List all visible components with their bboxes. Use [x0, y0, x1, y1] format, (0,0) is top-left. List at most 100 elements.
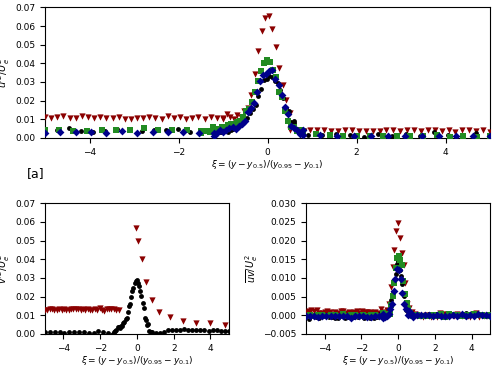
Point: [461, 313, 469, 319]
Point: [360, 134, 368, 139]
Point: [60, 113, 68, 119]
Point: [226, 126, 234, 131]
Point: [287, 123, 295, 129]
Point: [402, 280, 409, 286]
Point: [415, 312, 423, 318]
Point: [213, 115, 221, 121]
Point: [254, 48, 262, 54]
Point: [450, 313, 458, 319]
Point: [462, 310, 470, 316]
Point: [454, 312, 462, 318]
Point: [284, 111, 292, 117]
Point: [416, 313, 424, 319]
Point: [343, 313, 351, 319]
Point: [381, 315, 389, 320]
Point: [136, 288, 144, 294]
Point: [216, 129, 224, 135]
Point: [133, 277, 141, 283]
Point: [437, 311, 445, 317]
Point: [466, 312, 474, 318]
Point: [253, 89, 261, 95]
Point: [380, 313, 388, 319]
Point: [479, 128, 487, 134]
Point: [334, 313, 342, 319]
Point: [388, 133, 396, 139]
Point: [351, 313, 359, 319]
Point: [376, 128, 384, 134]
Point: [72, 115, 80, 121]
Point: [472, 310, 480, 316]
Point: [402, 306, 410, 312]
Point: [287, 124, 295, 130]
Point: [382, 313, 390, 319]
Point: [381, 310, 389, 316]
Point: [93, 308, 101, 313]
Point: [376, 313, 384, 319]
Point: [404, 306, 412, 312]
Point: [466, 313, 473, 319]
Point: [186, 128, 194, 134]
Point: [458, 132, 466, 138]
Point: [114, 126, 122, 132]
Point: [469, 133, 477, 139]
Point: [418, 313, 426, 319]
Point: [355, 313, 363, 319]
Point: [348, 310, 356, 316]
Point: [108, 306, 116, 312]
Point: [244, 110, 252, 116]
Point: [164, 327, 172, 333]
Point: [58, 307, 66, 313]
Point: [402, 131, 410, 137]
Point: [102, 306, 110, 312]
Point: [70, 329, 78, 335]
Point: [367, 134, 375, 139]
Point: [272, 76, 280, 82]
Point: [64, 307, 72, 313]
Point: [404, 309, 411, 315]
Point: [478, 312, 486, 318]
Point: [236, 118, 244, 124]
Point: [373, 314, 381, 320]
Point: [257, 68, 265, 73]
Point: [388, 264, 396, 270]
Point: [416, 133, 424, 139]
Point: [139, 116, 147, 121]
Point: [387, 302, 395, 308]
Point: [336, 308, 344, 314]
Point: [53, 307, 61, 313]
Point: [299, 129, 307, 135]
Point: [302, 313, 310, 319]
Point: [179, 318, 187, 324]
Point: [314, 127, 322, 133]
Point: [264, 13, 272, 19]
Point: [126, 127, 134, 133]
Point: [405, 311, 413, 317]
Point: [247, 92, 255, 98]
Point: [394, 255, 402, 261]
Point: [442, 314, 450, 320]
Point: [180, 327, 188, 333]
Point: [102, 130, 110, 136]
Point: [428, 314, 436, 320]
Point: [110, 329, 118, 335]
Point: [128, 288, 136, 294]
Point: [344, 309, 352, 315]
Point: [425, 313, 433, 319]
Point: [260, 60, 268, 66]
Point: [371, 313, 379, 319]
Point: [446, 311, 454, 317]
Point: [433, 313, 441, 319]
Point: [381, 314, 389, 320]
Point: [261, 15, 269, 21]
Point: [380, 309, 388, 315]
Point: [466, 314, 474, 320]
Point: [138, 300, 146, 306]
Point: [232, 126, 239, 131]
Point: [251, 89, 259, 95]
Point: [138, 293, 145, 299]
Point: [268, 67, 276, 73]
Point: [108, 115, 116, 121]
Point: [393, 261, 401, 267]
Point: [194, 130, 202, 136]
Point: [143, 322, 151, 328]
